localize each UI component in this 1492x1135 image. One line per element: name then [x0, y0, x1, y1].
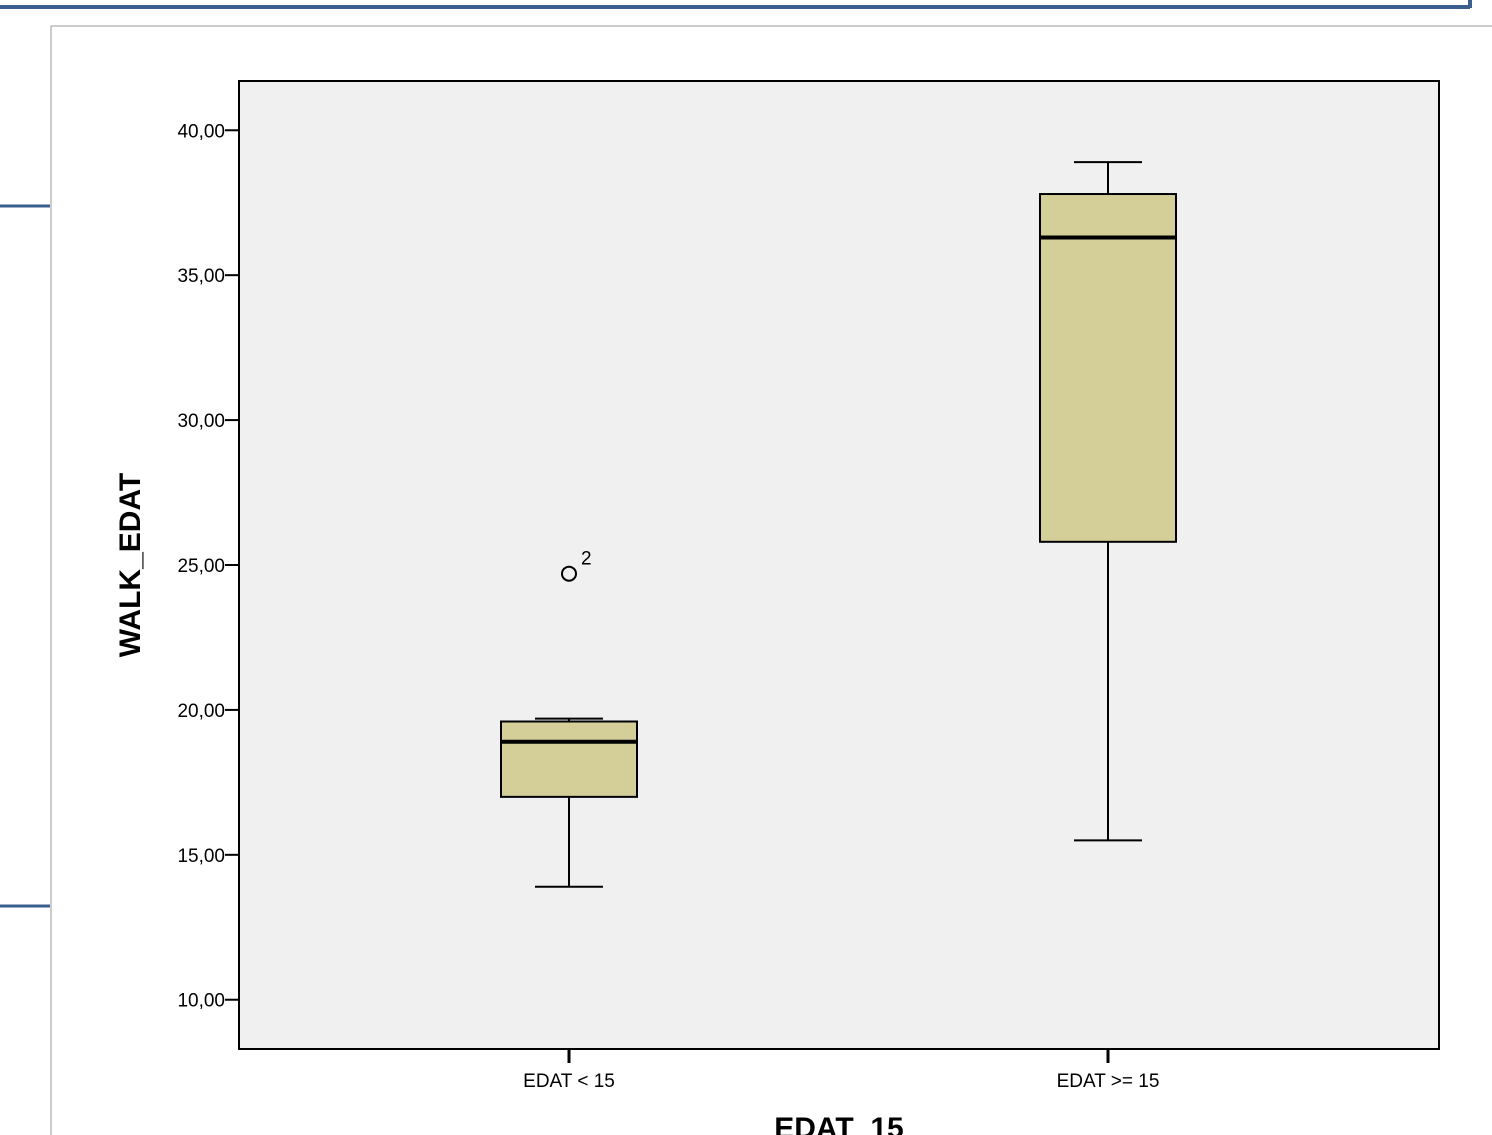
- box-iqr: [500, 720, 638, 798]
- y-axis: 10,00 15,00 20,00 25,00 30,00 35,00 40,00: [177, 121, 239, 1012]
- y-tick-label: 15,00: [177, 846, 225, 867]
- y-tick-label: 25,00: [177, 556, 225, 577]
- y-tick-label: 30,00: [177, 411, 225, 432]
- box-group: 2: [500, 549, 638, 888]
- y-tick-label: 20,00: [177, 701, 225, 722]
- y-tick-label: 40,00: [177, 121, 225, 142]
- x-axis: EDAT < 15 EDAT >= 15: [523, 1049, 1159, 1092]
- x-tick-label: EDAT >= 15: [1057, 1071, 1160, 1092]
- outlier-point: [561, 565, 577, 582]
- outlier-label: 2: [581, 549, 592, 570]
- box-iqr: [1039, 193, 1177, 543]
- plot-area: [238, 80, 1440, 1050]
- y-tick-label: 35,00: [177, 266, 225, 287]
- x-tick-label: EDAT < 15: [523, 1071, 615, 1092]
- boxes-layer: 2: [500, 161, 1177, 888]
- y-tick-label: 10,00: [177, 991, 225, 1012]
- x-axis-title: EDAT_15: [774, 1112, 904, 1135]
- y-axis-title: WALK_EDAT: [114, 473, 147, 657]
- box-group: [1039, 161, 1177, 842]
